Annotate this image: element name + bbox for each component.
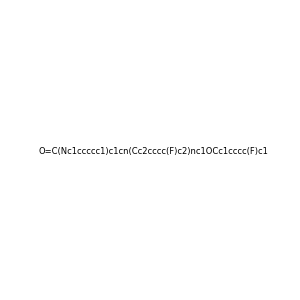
Text: O=C(Nc1ccccc1)c1cn(Cc2cccc(F)c2)nc1OCc1cccc(F)c1: O=C(Nc1ccccc1)c1cn(Cc2cccc(F)c2)nc1OCc1c… [39, 147, 269, 156]
